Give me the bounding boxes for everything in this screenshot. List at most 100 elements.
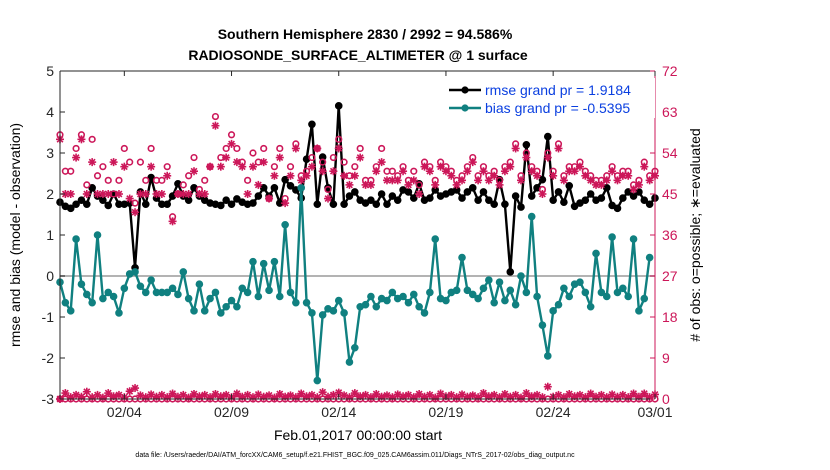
obs-evaluated-point	[645, 176, 654, 185]
obs-evaluated-point	[168, 217, 177, 226]
y-right-tick-label: 63	[662, 104, 678, 120]
rmse-point	[543, 132, 552, 141]
obs-possible-point	[179, 181, 187, 189]
obs-evaluated-point	[270, 393, 279, 402]
bias-point	[554, 300, 563, 309]
rmse-point	[227, 200, 236, 209]
rmse-point	[388, 192, 397, 200]
y-tick-label: 0	[46, 268, 54, 284]
obs-evaluated-point	[565, 167, 574, 176]
bias-point	[581, 288, 590, 297]
obs-evaluated-point	[98, 393, 107, 402]
obs-evaluated-point	[436, 162, 445, 171]
series-3	[56, 121, 659, 226]
obs-evaluated-point	[313, 144, 322, 153]
obs-evaluated-point	[366, 180, 375, 189]
rmse-point	[377, 190, 386, 198]
rmse-point	[254, 192, 263, 200]
rmse-point	[581, 196, 590, 204]
obs-evaluated-point	[634, 180, 643, 189]
obs-evaluated-point	[200, 190, 209, 198]
bias-point	[522, 288, 531, 297]
rmse-point	[586, 190, 595, 198]
bias-point	[399, 292, 407, 301]
bias-point	[168, 284, 177, 293]
series-group	[56, 102, 659, 403]
x-tick-label: 02/04	[107, 404, 142, 420]
obs-evaluated-point	[490, 171, 499, 180]
bias-point	[195, 280, 204, 289]
bias-point	[602, 292, 611, 301]
obs-evaluated-point	[463, 167, 472, 176]
obs-evaluated-point	[248, 162, 257, 171]
y-right-tick-label: 9	[662, 350, 670, 366]
bias-point	[597, 288, 606, 297]
bias-point	[286, 288, 295, 297]
obs-evaluated-point	[538, 190, 547, 198]
obs-possible-point	[131, 199, 139, 207]
obs-evaluated-point	[586, 176, 595, 185]
obs-evaluated-point	[495, 180, 504, 189]
rmse-point	[479, 188, 488, 196]
obs-evaluated-point	[77, 135, 86, 144]
bias-point	[222, 302, 230, 311]
y-right-tick-label: 0	[662, 391, 670, 407]
bias-point	[624, 292, 632, 301]
obs-evaluated-point	[232, 158, 241, 167]
rmse-point	[334, 102, 343, 110]
obs-evaluated-point	[474, 176, 483, 185]
obs-evaluated-point	[66, 190, 75, 198]
obs-evaluated-point	[608, 167, 617, 176]
obs-evaluated-point	[554, 144, 563, 153]
x-tick-label: 02/19	[428, 404, 463, 420]
legend-rmse-label: rmse grand pr = 1.9184	[485, 82, 631, 98]
rmse-point	[340, 200, 348, 209]
obs-evaluated-point	[206, 162, 215, 171]
bias-point	[576, 278, 584, 286]
obs-evaluated-point	[586, 389, 595, 398]
obs-evaluated-point	[602, 176, 611, 185]
bias-point	[88, 298, 96, 307]
bias-point	[506, 286, 515, 295]
obs-evaluated-point	[506, 162, 515, 171]
rmse-point	[549, 196, 557, 204]
obs-evaluated-point	[447, 171, 456, 180]
legend: rmse grand pr = 1.9184 bias grand pr = -…	[445, 78, 655, 118]
obs-possible-point	[415, 181, 423, 189]
obs-evaluated-point	[516, 176, 525, 185]
bias-point	[292, 298, 300, 307]
obs-evaluated-point	[163, 171, 172, 180]
obs-evaluated-point	[474, 393, 483, 402]
obs-evaluated-point	[195, 190, 204, 198]
bias-point	[334, 296, 343, 305]
bias-point	[141, 288, 150, 297]
obs-evaluated-point	[243, 190, 252, 198]
bias-point	[297, 184, 306, 192]
obs-possible-point	[211, 112, 220, 121]
data-file-footnote: data file: /Users/raeder/DAI/ATM_forcXX/…	[135, 452, 575, 459]
bias-point	[420, 309, 429, 317]
obs-evaluated-point	[318, 388, 327, 397]
obs-possible-point	[88, 135, 96, 143]
rmse-point	[468, 184, 477, 192]
bias-point	[383, 296, 391, 305]
obs-evaluated-point	[281, 199, 290, 208]
obs-evaluated-point	[393, 176, 402, 185]
rmse-point	[463, 188, 472, 196]
obs-evaluated-point	[629, 185, 638, 194]
obs-evaluated-point	[377, 158, 386, 167]
bias-point	[527, 212, 536, 221]
bias-point	[635, 307, 643, 315]
bias-point	[249, 257, 257, 266]
obs-evaluated-point	[356, 153, 365, 162]
obs-evaluated-point	[72, 153, 81, 162]
rmse-point	[345, 192, 354, 200]
obs-evaluated-point	[479, 167, 488, 176]
bias-point	[549, 307, 557, 315]
obs-possible-point	[227, 131, 236, 139]
obs-evaluated-point	[511, 144, 520, 153]
rmse-point	[83, 200, 91, 209]
rmse-point	[329, 200, 338, 209]
x-tick-label: 02/14	[321, 404, 356, 420]
obs-evaluated-point	[500, 167, 509, 176]
